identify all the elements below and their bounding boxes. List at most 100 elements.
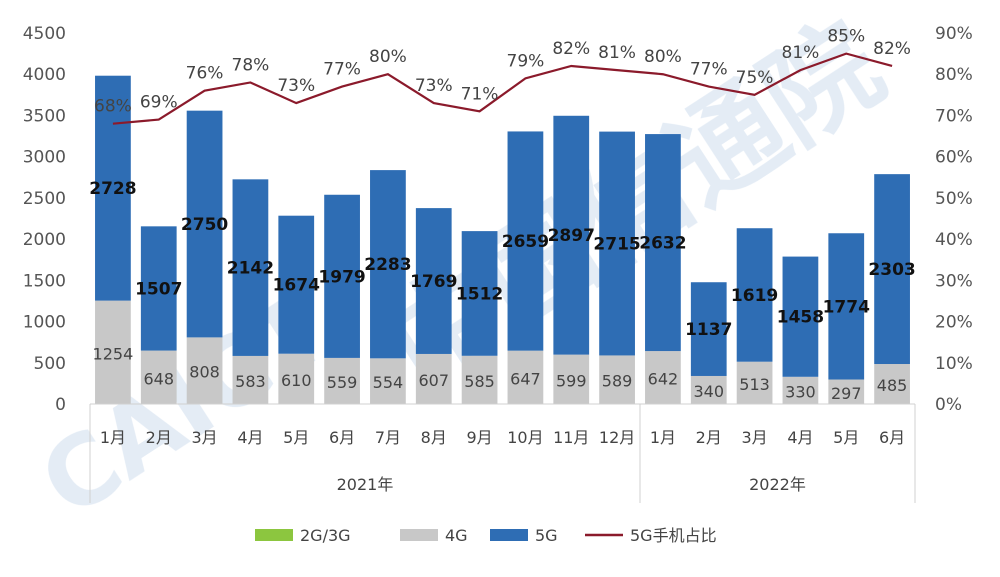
left-axis: 0 500 1000 1500 2000 2500 3000 3500 4000 4500	[23, 24, 66, 415]
month-label: 6月	[329, 428, 355, 447]
share-label: 73%	[415, 76, 453, 96]
label-5g: 2142	[227, 259, 274, 279]
bar-5G-8	[461, 231, 498, 356]
legend-swatch	[255, 529, 293, 541]
label-4g: 485	[877, 376, 908, 395]
bar-5G-5	[324, 194, 360, 358]
bar-4G-4	[278, 353, 315, 404]
label-5g: 1458	[777, 308, 824, 328]
month-label: 3月	[191, 428, 217, 447]
month-label: 1月	[100, 428, 126, 447]
year-label: 2022年	[749, 475, 806, 494]
bar-4G-8	[461, 355, 498, 404]
label-4g: 583	[235, 372, 266, 391]
legend-label: 5G手机占比	[630, 526, 717, 545]
bar-4G-13	[690, 375, 727, 404]
bar-5G-12	[645, 134, 681, 352]
bar-4G-12	[645, 351, 681, 404]
month-label: 2月	[146, 428, 172, 447]
month-label: 2月	[696, 428, 722, 447]
legend-label: 4G	[445, 526, 468, 545]
share-label: 80%	[369, 47, 407, 67]
bar-4G-10	[553, 354, 590, 404]
right-tick-label: 60%	[935, 148, 973, 168]
bar-4G-15	[782, 376, 819, 404]
right-tick-label: 90%	[935, 24, 973, 44]
bar-5G-13	[690, 282, 727, 376]
share-label: 75%	[736, 68, 774, 88]
bar-5G-17	[874, 174, 910, 365]
share-label: 68%	[94, 97, 132, 117]
bar-5G-9	[507, 131, 544, 351]
bar-4G-0	[95, 300, 131, 404]
label-5g: 1774	[823, 297, 870, 317]
left-tick-label: 3500	[23, 106, 66, 126]
share-label: 82%	[552, 39, 590, 59]
month-label: 1月	[650, 428, 676, 447]
label-4g: 808	[189, 363, 220, 382]
bar-5G-7	[415, 208, 452, 354]
label-5g: 2728	[89, 179, 136, 199]
right-tick-label: 30%	[935, 271, 973, 291]
label-4g: 647	[510, 369, 541, 388]
bars	[95, 75, 910, 404]
label-5g: 1769	[410, 272, 457, 292]
bar-4G-14	[736, 361, 773, 404]
label-4g: 330	[785, 382, 816, 401]
right-tick-label: 40%	[935, 230, 973, 250]
month-label: 12月	[599, 428, 635, 447]
label-5g: 2715	[593, 235, 640, 255]
month-label: 8月	[421, 428, 447, 447]
legend-label: 2G/3G	[300, 526, 351, 545]
right-tick-label: 10%	[935, 354, 973, 374]
year-label: 2021年	[337, 475, 394, 494]
right-tick-label: 50%	[935, 189, 973, 209]
bar-5G-11	[599, 131, 635, 356]
label-5g: 2303	[868, 260, 915, 280]
label-4g: 585	[464, 372, 495, 391]
right-tick-label: 20%	[935, 313, 973, 333]
label-4g: 513	[739, 375, 770, 394]
label-5g: 2283	[364, 255, 411, 275]
share-label: 85%	[827, 27, 865, 47]
label-4g: 610	[281, 371, 312, 390]
share-line-path	[112, 52, 893, 125]
bar-4G-3	[232, 355, 269, 404]
share-label: 78%	[232, 55, 270, 75]
month-label: 6月	[879, 428, 905, 447]
label-5g: 1507	[135, 279, 182, 299]
label-4g: 340	[693, 382, 724, 401]
bar-5G-1	[140, 226, 177, 351]
bar-5G-6	[370, 170, 406, 359]
left-tick-label: 3000	[23, 148, 66, 168]
bar-5G-2	[186, 110, 223, 338]
legend-swatch	[490, 529, 528, 541]
bar-5G-0	[95, 75, 131, 301]
bar-4G-17	[874, 364, 910, 404]
left-tick-label: 0	[55, 395, 66, 415]
label-5g: 2750	[181, 215, 228, 235]
bar-5G-3	[232, 179, 269, 356]
share-label: 69%	[140, 93, 178, 113]
left-tick-label: 1500	[23, 271, 66, 291]
label-5g: 1137	[685, 320, 732, 340]
share-label: 77%	[323, 60, 361, 80]
bar-5G-16	[828, 233, 865, 380]
label-4g: 559	[327, 373, 358, 392]
bar-4G-6	[370, 358, 406, 404]
share-label: 81%	[598, 43, 636, 63]
share-line	[112, 52, 893, 125]
bar-4G-2	[186, 337, 223, 404]
left-tick-label: 2500	[23, 189, 66, 209]
bar-4G-5	[324, 357, 360, 404]
legend: 2G/3G 4G 5G 5G手机占比	[255, 526, 717, 545]
month-label: 5月	[833, 428, 859, 447]
label-4g: 607	[418, 371, 449, 390]
share-label: 80%	[644, 47, 682, 67]
data-labels: 68% 69% 76% 78% 73% 77% 80% 73% 71% 79% 82% 81% 80% 7…	[89, 27, 915, 403]
left-tick-label: 1000	[23, 313, 66, 333]
month-label: 9月	[466, 428, 492, 447]
bar-4G-16	[828, 379, 865, 404]
share-label: 77%	[690, 60, 728, 80]
